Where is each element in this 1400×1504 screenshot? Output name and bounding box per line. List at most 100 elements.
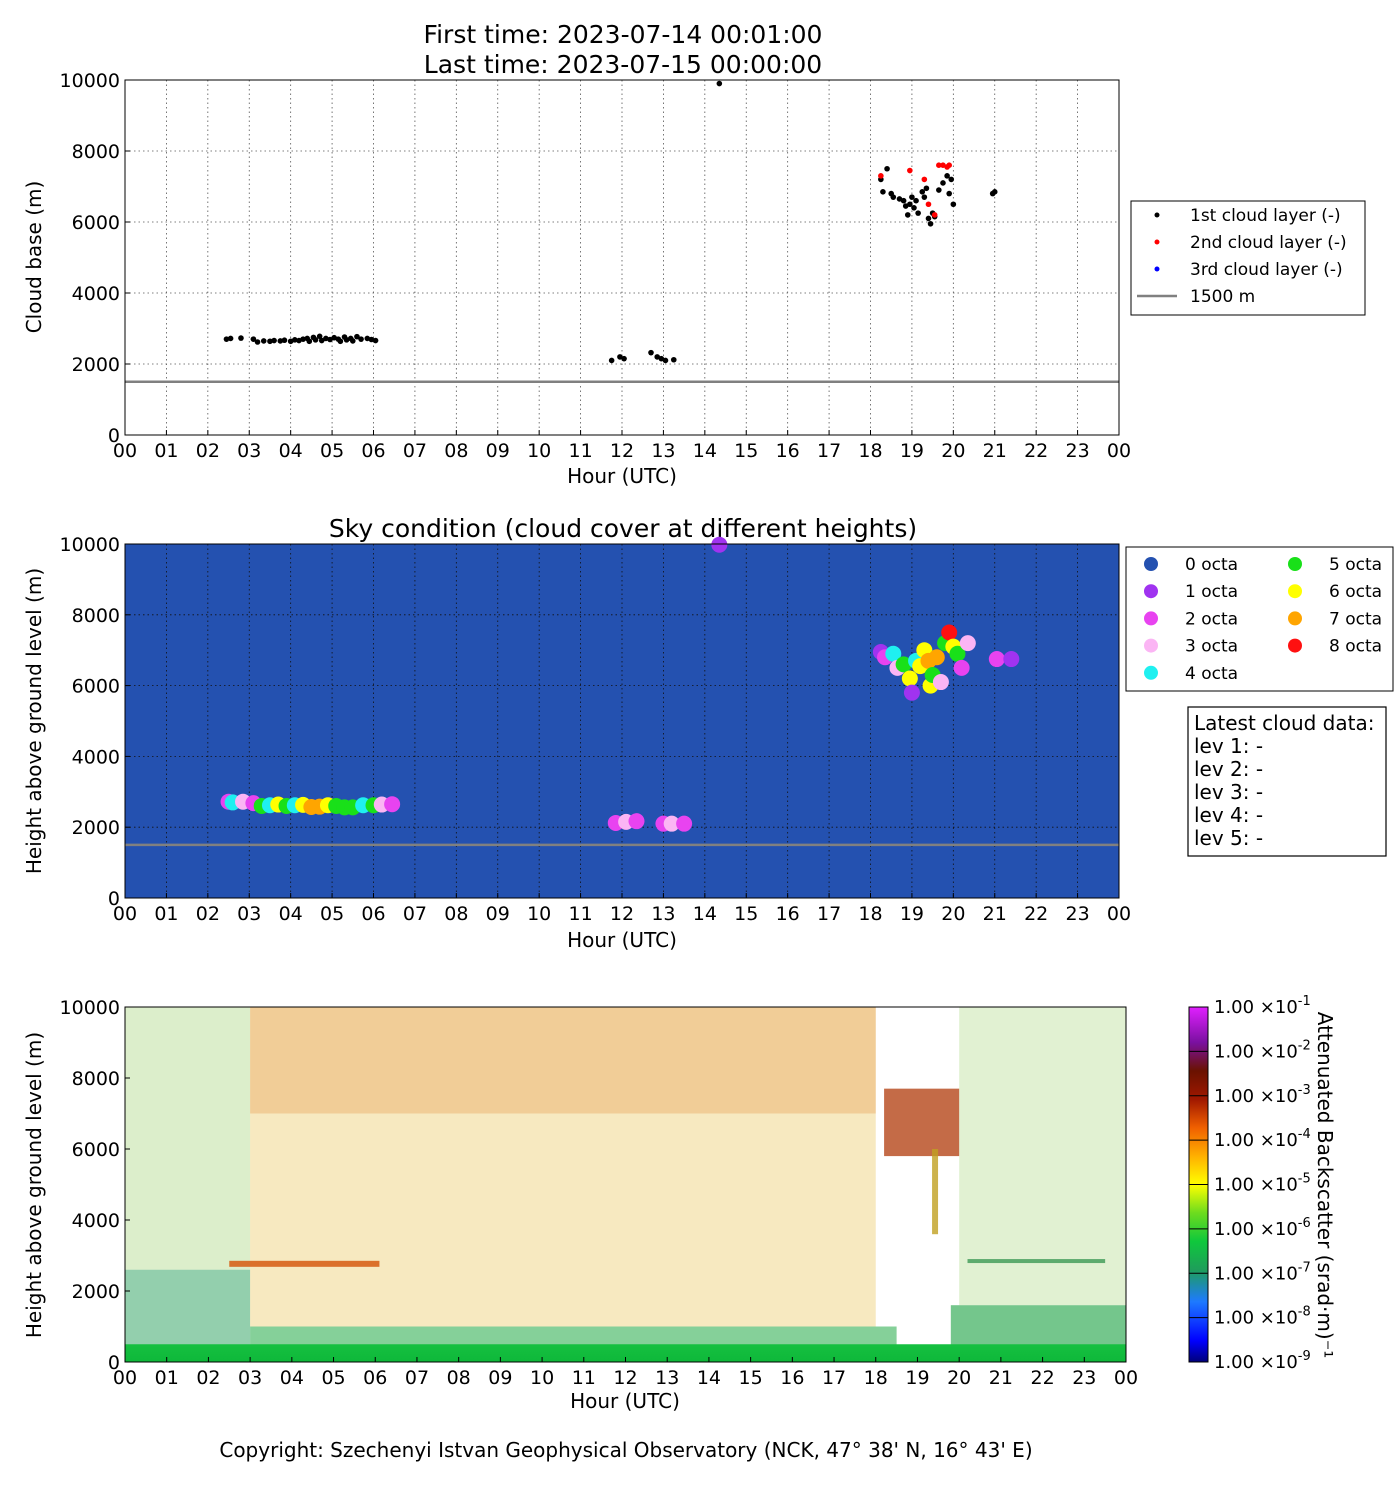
sky-condition-point xyxy=(901,670,918,687)
x-tick-label: 19 xyxy=(900,440,924,462)
x-tick-label: 06 xyxy=(361,903,385,925)
x-tick-label: 17 xyxy=(817,440,841,462)
heatmap-upper-night xyxy=(959,1007,1126,1306)
x-tick-label: 03 xyxy=(237,903,261,925)
cloud-layer-1-point xyxy=(716,80,723,87)
heatmap-night-aerosol-layer xyxy=(967,1259,1106,1264)
y-tick-label: 6000 xyxy=(72,212,120,234)
cloud-layer-1-point xyxy=(904,212,911,218)
sky-condition-point xyxy=(941,624,958,641)
sky-condition-ylabel: Height above ground level (m) xyxy=(22,568,46,874)
legend-marker-octa-7 xyxy=(1288,611,1302,626)
x-tick-label: 04 xyxy=(280,1367,304,1389)
backscatter-plot-area xyxy=(125,1007,1126,1362)
x-tick-label: 19 xyxy=(900,903,924,925)
cloud-layer-1-point xyxy=(909,194,915,200)
x-tick-label: 18 xyxy=(864,1367,888,1389)
first-time-title: First time: 2023-07-14 00:01:00 xyxy=(424,20,823,49)
x-tick-label: 22 xyxy=(1024,440,1048,462)
x-tick-label: 00 xyxy=(1107,903,1131,925)
heatmap-cloud-layer-2700m xyxy=(229,1260,380,1267)
cloud-layer-2-point xyxy=(921,176,928,183)
cloud-layer-1-point xyxy=(349,338,356,344)
backscatter-colorbar: 1.00 ×10-9 1.00 ×10-8 1.00 ×10-7 1.00 ×10-6… xyxy=(1188,994,1337,1373)
legend-marker-layer3 xyxy=(1154,266,1160,272)
cloud-layer-1-point xyxy=(948,176,955,183)
x-tick-label: 20 xyxy=(941,440,965,462)
x-tick-label: 02 xyxy=(196,903,220,925)
x-tick-label: 06 xyxy=(363,1367,387,1389)
y-tick-label: 2000 xyxy=(72,354,120,376)
y-tick-label: 6000 xyxy=(72,676,120,698)
sky-condition-point xyxy=(949,645,966,662)
x-tick-label: 19 xyxy=(905,1367,929,1389)
cloud-layer-1-point xyxy=(670,356,677,363)
legend-label-octa-0: 0 octa xyxy=(1185,555,1238,575)
cloud-layer-1-point xyxy=(913,197,919,204)
cloud-layer-1-point xyxy=(281,337,288,344)
y-tick-label: 6000 xyxy=(72,1139,120,1161)
heatmap-upper-day-top xyxy=(250,1007,876,1114)
sky-condition-point xyxy=(663,815,680,832)
legend-marker-octa-3 xyxy=(1144,638,1158,653)
x-tick-label: 20 xyxy=(941,903,965,925)
latest-cloud-lev-2: lev 2: - xyxy=(1194,757,1263,781)
x-tick-label: 04 xyxy=(279,440,303,462)
sky-condition-point xyxy=(903,684,920,701)
cloud-layer-1-point xyxy=(250,336,257,342)
cloud-layer-1-point xyxy=(648,349,654,356)
cloud-layer-2-point xyxy=(936,162,942,168)
legend-marker-octa-8 xyxy=(1288,638,1302,653)
x-tick-label: 23 xyxy=(1065,440,1089,462)
heatmap-upper-early xyxy=(125,1007,251,1270)
x-tick-label: 18 xyxy=(858,903,882,925)
sky-condition-point xyxy=(676,815,693,832)
colorbar-tick-label: 1.00 ×10-8 xyxy=(1214,1305,1311,1329)
cloud-layer-1-point xyxy=(991,189,998,195)
x-tick-label: 05 xyxy=(320,440,344,462)
x-tick-label: 23 xyxy=(1065,903,1089,925)
cloud-layer-1-point xyxy=(292,337,298,343)
cloud-layer-1-point xyxy=(880,189,886,195)
cloud-layer-1-point xyxy=(318,337,325,344)
cloud-layer-1-point xyxy=(921,194,928,200)
heatmap-upper-day xyxy=(250,1007,876,1327)
x-tick-label: 01 xyxy=(154,440,178,462)
x-tick-label: 03 xyxy=(238,1367,262,1389)
x-tick-label: 06 xyxy=(361,440,385,462)
x-tick-label: 16 xyxy=(780,1367,804,1389)
y-tick-label: 10000 xyxy=(60,70,120,92)
x-tick-label: 01 xyxy=(154,903,178,925)
legend-marker-layer2 xyxy=(1154,239,1160,245)
y-tick-label: 4000 xyxy=(72,283,120,305)
legend-marker-layer1 xyxy=(1154,212,1160,218)
cloud-layer-1-point xyxy=(944,173,950,179)
x-tick-label: 12 xyxy=(613,1367,637,1389)
x-tick-label: 20 xyxy=(947,1367,971,1389)
cloud-base-ylabel: Cloud base (m) xyxy=(22,181,46,334)
x-tick-label: 22 xyxy=(1024,903,1048,925)
x-tick-label: 21 xyxy=(989,1367,1013,1389)
sky-condition-point xyxy=(932,674,949,691)
legend-marker-octa-0 xyxy=(1144,557,1158,571)
sky-condition-point xyxy=(988,651,1005,668)
x-tick-label: 09 xyxy=(486,440,510,462)
y-tick-label: 8000 xyxy=(72,141,120,163)
cloud-layer-2-point xyxy=(946,162,952,168)
legend-label-octa-3: 3 octa xyxy=(1185,637,1238,657)
y-tick-label: 10000 xyxy=(60,534,120,556)
cloud-layer-1-point xyxy=(300,336,306,342)
x-tick-label: 08 xyxy=(447,1367,471,1389)
x-tick-label: 12 xyxy=(610,903,634,925)
cloud-layer-1-point xyxy=(919,189,926,195)
legend-marker-octa-4 xyxy=(1144,665,1158,680)
cloud-layer-1-point xyxy=(358,336,364,342)
x-tick-label: 09 xyxy=(488,1367,512,1389)
y-tick-label: 0 xyxy=(108,888,120,910)
backscatter-xlabel: Hour (UTC) xyxy=(570,1389,680,1413)
cloud-layer-2-point xyxy=(931,212,938,218)
cloud-layer-1-point xyxy=(277,338,284,344)
legend-label-layer3: 3rd cloud layer (-) xyxy=(1190,260,1343,280)
cloud-layer-1-point xyxy=(306,338,313,345)
x-tick-label: 10 xyxy=(527,903,551,925)
